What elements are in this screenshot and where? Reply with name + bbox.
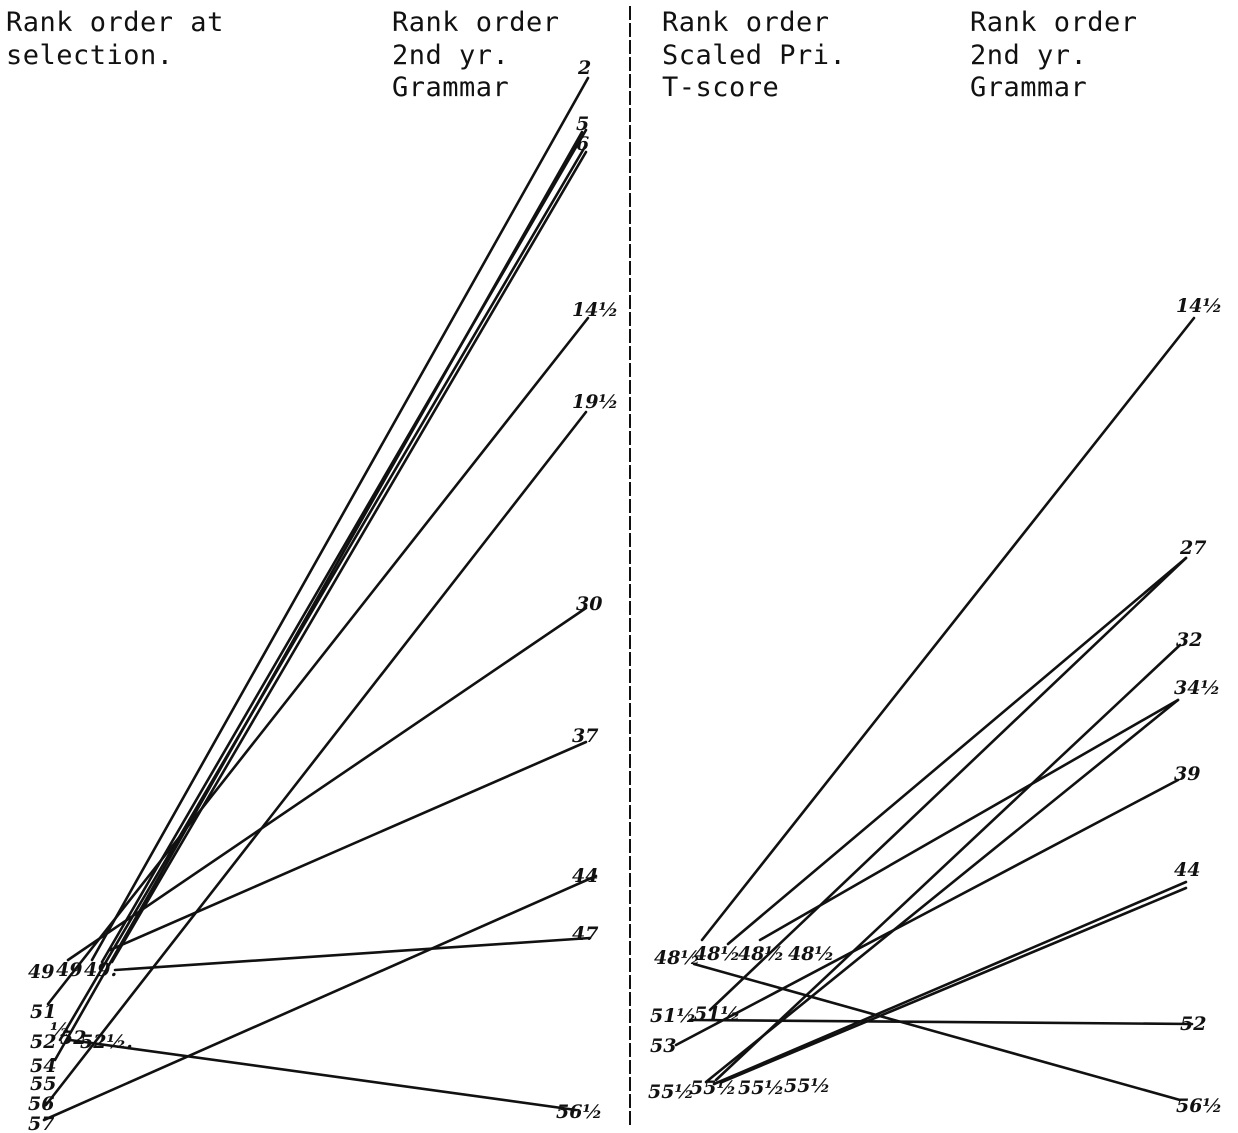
grammar-label: 2: [577, 57, 591, 79]
right-grammar-header-line2: 2nd yr.: [970, 40, 1087, 71]
right-score-header-line2: Scaled Pri.: [662, 40, 846, 71]
grammar-label: 37: [572, 725, 598, 747]
right-grammar-labels: 14½ 27 32 34½ 39 44 52 56½: [1174, 295, 1222, 1117]
grammar-label: 19½: [572, 391, 618, 413]
left-grammar-header-line3: Grammar: [392, 72, 509, 103]
connector-line: [674, 778, 1180, 1047]
score-label: 48½: [694, 943, 740, 965]
selection-label: 52: [30, 1031, 56, 1053]
connector-line: [46, 316, 590, 1006]
right-connector-lines: [674, 316, 1196, 1102]
grammar-label: 32: [1176, 629, 1202, 651]
score-label: 55½: [648, 1081, 694, 1103]
grammar-label: 39: [1174, 763, 1200, 785]
right-grammar-header-line1: Rank order: [970, 7, 1138, 38]
left-selection-header-line1: Rank order at: [6, 7, 224, 38]
score-label: 51½: [694, 1003, 740, 1025]
selection-label: 57: [28, 1113, 54, 1133]
connector-line: [44, 410, 588, 1107]
right-grammar-header-line3: Grammar: [970, 72, 1087, 103]
grammar-label: 5: [576, 113, 589, 135]
connector-line: [720, 886, 1188, 1084]
connector-line: [113, 936, 592, 972]
connector-line: [53, 130, 584, 1062]
grammar-label: 44: [572, 865, 598, 887]
connector-line: [712, 880, 1188, 1086]
grammar-label: 56½: [1176, 1095, 1222, 1117]
selection-label: ½: [50, 1019, 70, 1041]
selection-label: 49: [56, 959, 82, 981]
connector-line: [704, 698, 1180, 1084]
connector-line: [108, 740, 588, 952]
connector-line: [700, 316, 1196, 942]
right-score-header-line3: T-score: [662, 72, 779, 103]
score-label: 48½: [788, 943, 834, 965]
connector-line: [758, 698, 1180, 942]
connector-line: [42, 874, 598, 1122]
connector-line: [58, 143, 588, 1042]
selection-label: 55: [30, 1073, 56, 1095]
grammar-label: 34½: [1174, 677, 1220, 699]
grammar-label: 27: [1179, 537, 1206, 559]
grammar-label: 56½: [556, 1101, 602, 1123]
connector-line: [688, 1018, 1194, 1026]
left-grammar-header-line1: Rank order: [392, 7, 560, 38]
connector-line: [110, 150, 588, 964]
grammar-label: 14½: [1176, 295, 1222, 317]
selection-label: 51: [30, 1001, 56, 1023]
grammar-label: 30: [576, 593, 602, 615]
right-score-labels: 48½ 48½ 48½ 48½ 51½ 51½ 53 55½ 55½ 55½ 5…: [648, 943, 834, 1103]
score-label: 53: [650, 1035, 676, 1057]
left-connector-lines: [42, 76, 598, 1122]
connector-line: [68, 1038, 578, 1112]
selection-label: 52: [60, 1027, 86, 1049]
left-selection-header-line2: selection.: [6, 40, 174, 71]
left-panel-headers: Rank order at selection. Rank order 2nd …: [6, 7, 560, 103]
score-label: 55½: [784, 1075, 830, 1097]
selection-label: 54: [30, 1055, 56, 1077]
grammar-label: 44: [1174, 859, 1200, 881]
score-label: 51½: [650, 1005, 696, 1027]
score-label: 55½: [690, 1077, 736, 1099]
grammar-label: 47: [572, 923, 598, 945]
connector-line: [714, 643, 1182, 1082]
left-grammar-labels: 2 5 6 14½ 19½ 30 37 44 47 56½: [556, 57, 618, 1123]
grammar-label: 6: [576, 133, 589, 155]
selection-label: 49.: [84, 959, 117, 981]
score-label: 48½: [738, 943, 784, 965]
left-selection-labels: 49 49 49. 51 52 52 ½ 52½. 54 55 56 57: [28, 959, 133, 1133]
right-score-header-line1: Rank order: [662, 7, 830, 38]
left-grammar-header-line2: 2nd yr.: [392, 40, 509, 71]
selection-label: 52½.: [80, 1031, 133, 1053]
connector-line: [66, 606, 588, 962]
grammar-label: 14½: [572, 299, 618, 321]
selection-label: 49: [28, 961, 54, 983]
score-label: 48½: [654, 947, 700, 969]
connector-line: [726, 556, 1188, 946]
grammar-label: 52: [1180, 1013, 1206, 1035]
connector-line: [708, 556, 1188, 1012]
score-label: 55½: [738, 1077, 784, 1099]
connector-line: [90, 76, 590, 962]
connector-line: [692, 962, 1182, 1102]
selection-label: 56: [28, 1093, 54, 1115]
right-panel-headers: Rank order Scaled Pri. T-score Rank orde…: [662, 7, 1138, 103]
